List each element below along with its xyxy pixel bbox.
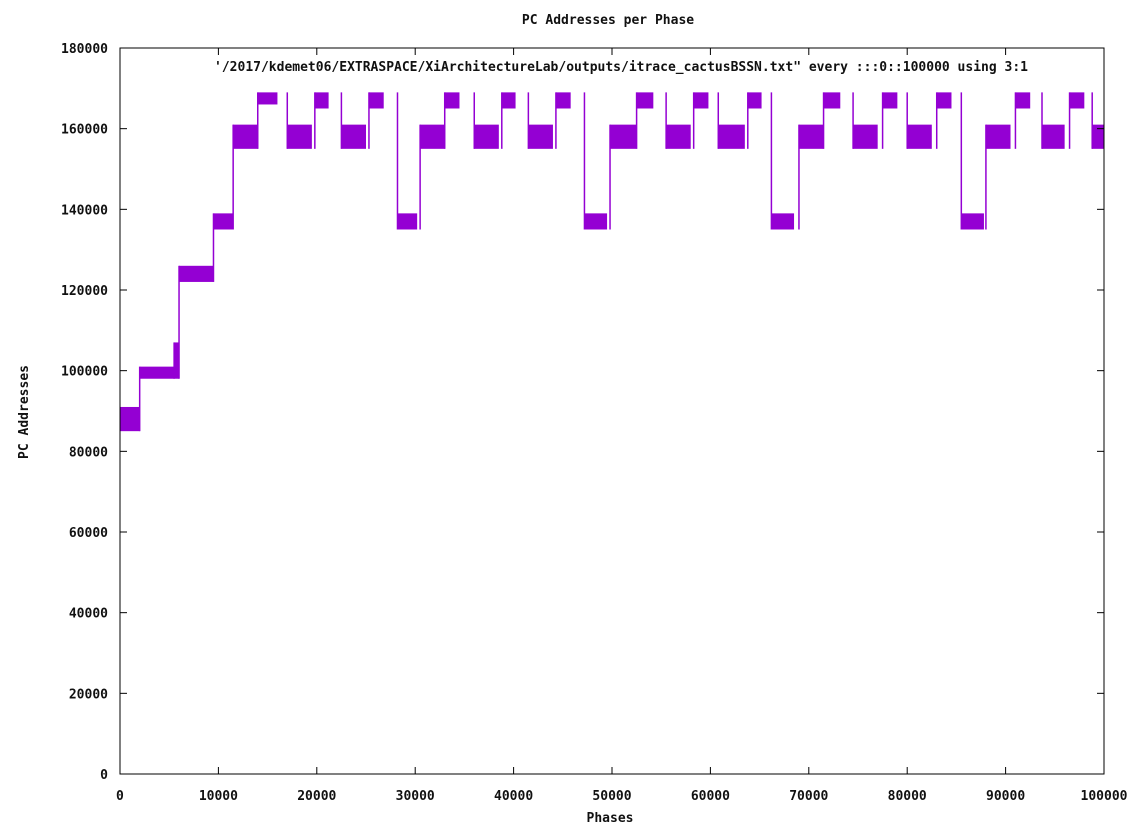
y-tick-label: 40000 [69, 607, 108, 622]
data-block [666, 124, 691, 149]
y-tick-label: 120000 [61, 284, 108, 299]
data-block [1042, 124, 1065, 149]
data-block [1092, 124, 1104, 149]
y-tick-label: 180000 [61, 42, 108, 57]
y-tick-label: 20000 [69, 687, 108, 702]
x-tick-label: 80000 [888, 789, 927, 804]
data-block [907, 124, 932, 149]
data-block [341, 124, 366, 149]
data-block [528, 124, 553, 149]
data-block [771, 213, 795, 230]
y-tick-label: 100000 [61, 365, 108, 380]
data-block [501, 92, 516, 109]
data-block [882, 92, 898, 109]
x-tick-label: 70000 [789, 789, 828, 804]
data-block [693, 92, 709, 109]
data-block [139, 366, 175, 379]
plot-marks [120, 92, 1104, 432]
data-block [179, 265, 214, 282]
data-block [314, 92, 329, 109]
data-block [853, 124, 878, 149]
x-ticks: 0 10000 20000 30000 40000 50000 60000 70000 8000… [116, 48, 1128, 804]
x-tick-label: 30000 [396, 789, 435, 804]
data-block [985, 124, 1011, 149]
y-tick-label: 80000 [69, 445, 108, 460]
data-block [474, 124, 499, 149]
y-tick-label: 0 [100, 768, 108, 783]
x-tick-label: 50000 [592, 789, 631, 804]
y-tick-label: 160000 [61, 123, 108, 138]
data-block [233, 124, 258, 149]
x-tick-label: 90000 [986, 789, 1025, 804]
data-block [1015, 92, 1031, 109]
data-block [368, 92, 384, 109]
data-block [257, 92, 278, 105]
data-block [1069, 92, 1085, 109]
data-block [287, 124, 312, 149]
x-tick-label: 40000 [494, 789, 533, 804]
legend-entry: '/2017/kdemet06/EXTRASPACE/XiArchitectur… [214, 60, 1028, 75]
data-block [444, 92, 460, 109]
data-block [747, 92, 762, 109]
data-block [936, 92, 952, 109]
data-block [823, 92, 841, 109]
x-tick-label: 20000 [297, 789, 336, 804]
y-tick-label: 60000 [69, 526, 108, 541]
data-block [718, 124, 745, 149]
y-ticks: 0 20000 40000 60000 80000 100000 120000 140000 1… [61, 42, 1104, 783]
y-tick-label: 140000 [61, 203, 108, 218]
x-tick-label: 10000 [199, 789, 238, 804]
data-block [798, 124, 824, 149]
data-block [636, 92, 654, 109]
data-block [610, 124, 637, 149]
x-axis-label: Phases [587, 811, 634, 826]
data-block [397, 213, 418, 230]
x-tick-label: 0 [116, 789, 124, 804]
data-block [213, 213, 234, 230]
x-tick-label: 100000 [1081, 789, 1128, 804]
data-block [174, 342, 180, 379]
data-block [420, 124, 445, 149]
data-block [555, 92, 571, 109]
y-axis-label: PC Addresses [17, 365, 32, 459]
data-block [584, 213, 608, 230]
x-tick-label: 60000 [691, 789, 730, 804]
data-block [120, 406, 140, 432]
chart-title: PC Addresses per Phase [522, 13, 694, 28]
plot-frame [119, 47, 1105, 775]
data-block [961, 213, 984, 230]
